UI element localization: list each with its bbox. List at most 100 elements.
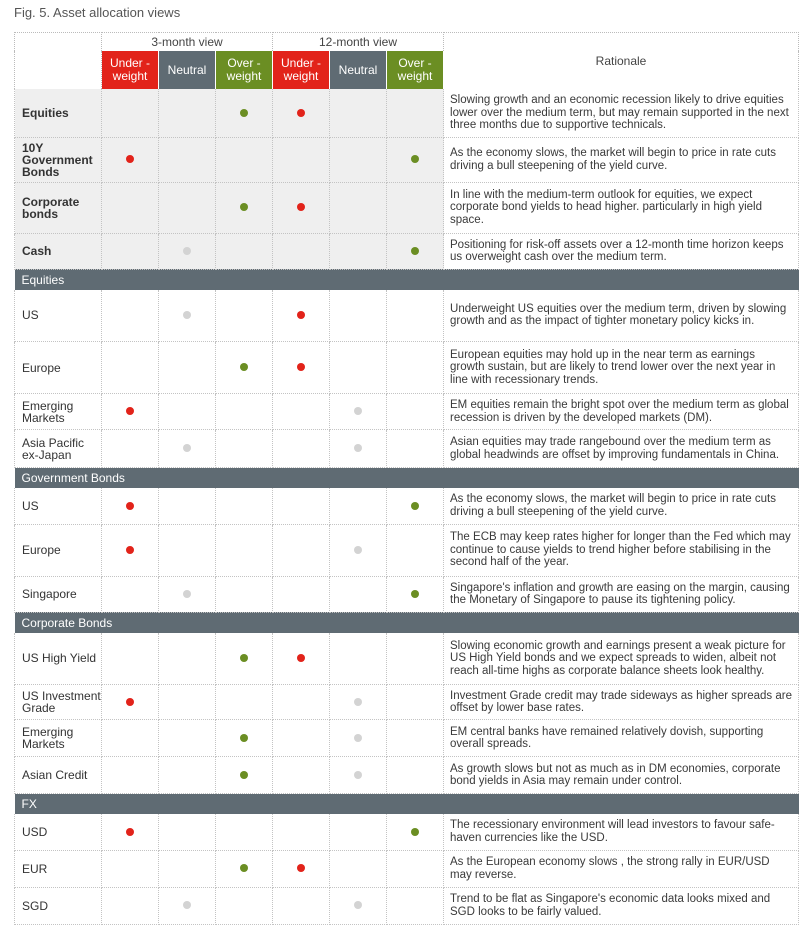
overweight-dot-icon bbox=[411, 589, 419, 598]
figure-title: Fig. 5. Asset allocation views bbox=[14, 5, 181, 20]
view-12m-over-cell bbox=[386, 393, 445, 430]
view-3m-neutral-cell bbox=[158, 632, 216, 685]
rationale-text: Underweight US equities over the medium … bbox=[443, 289, 800, 342]
view-12m-under-cell bbox=[272, 488, 330, 525]
view-3m-neutral-cell bbox=[158, 233, 216, 270]
rationale-text: European equities may hold up in the nea… bbox=[443, 341, 800, 394]
view-3m-over-cell bbox=[215, 89, 273, 138]
view-12m-under-cell bbox=[272, 182, 330, 234]
rationale-text: EM equities remain the bright spot over … bbox=[443, 393, 800, 430]
view-3m-over-cell bbox=[215, 429, 273, 468]
view-3m-under-cell bbox=[101, 341, 159, 394]
view-12m-under-cell bbox=[272, 887, 330, 925]
view-12m-under-cell bbox=[272, 137, 330, 183]
table-row: Asia Pacific ex-Japan Asian equities may … bbox=[14, 429, 800, 468]
neutral-dot-icon bbox=[183, 589, 191, 598]
view-12m-neutral-cell bbox=[329, 756, 387, 794]
view-12m-under-cell bbox=[272, 89, 330, 138]
header-12m-overweight-label: Over - weight bbox=[397, 56, 433, 83]
view-12m-neutral-cell bbox=[329, 814, 387, 851]
asset-label: Emerging Markets bbox=[14, 719, 102, 757]
overweight-dot-icon bbox=[240, 733, 248, 742]
overweight-dot-icon bbox=[411, 501, 419, 510]
asset-label: US bbox=[14, 488, 102, 525]
asset-label: SGD bbox=[14, 887, 102, 925]
rationale-text: Investment Grade credit may trade sidewa… bbox=[443, 684, 800, 720]
header-3-month-view: 3-month view bbox=[101, 32, 273, 51]
asset-label: USD bbox=[14, 814, 102, 851]
view-12m-over-cell bbox=[386, 576, 445, 613]
view-12m-under-cell bbox=[272, 393, 330, 430]
view-3m-neutral-cell bbox=[158, 429, 216, 468]
overweight-dot-icon bbox=[240, 770, 248, 779]
view-3m-over-cell bbox=[215, 393, 273, 430]
view-3m-over-cell bbox=[215, 524, 273, 577]
asset-label: Singapore bbox=[14, 576, 102, 613]
view-12m-neutral-cell bbox=[329, 632, 387, 685]
view-3m-under-cell bbox=[101, 233, 159, 270]
section-title: Government Bonds bbox=[14, 467, 799, 488]
view-12m-neutral-cell bbox=[329, 89, 387, 138]
view-12m-under-cell bbox=[272, 524, 330, 577]
rationale-text: Positioning for risk-off assets over a 1… bbox=[443, 233, 800, 270]
table-row: Equities Slowing growth and an economic r… bbox=[14, 89, 800, 138]
view-3m-under-cell bbox=[101, 719, 159, 757]
neutral-dot-icon bbox=[183, 246, 191, 255]
table-row: Emerging Markets EM central banks have re… bbox=[14, 719, 800, 757]
view-12m-neutral-cell bbox=[329, 719, 387, 757]
view-12m-over-cell bbox=[386, 632, 445, 685]
overweight-dot-icon bbox=[411, 827, 419, 836]
table-row: Europe The ECB may keep rates higher for … bbox=[14, 524, 800, 577]
view-12m-neutral-cell bbox=[329, 429, 387, 468]
view-12m-over-cell bbox=[386, 756, 445, 794]
underweight-dot-icon bbox=[297, 864, 305, 873]
underweight-dot-icon bbox=[126, 827, 134, 836]
view-12m-under-cell bbox=[272, 341, 330, 394]
view-3m-neutral-cell bbox=[158, 89, 216, 138]
header-3m-overweight-label: Over - weight bbox=[226, 56, 262, 83]
view-3m-neutral-cell bbox=[158, 488, 216, 525]
view-3m-neutral-cell bbox=[158, 684, 216, 720]
view-12m-neutral-cell bbox=[329, 182, 387, 234]
header-12m-underweight-label: Under - weight bbox=[280, 56, 321, 83]
view-3m-under-cell bbox=[101, 887, 159, 925]
section-header: Equities bbox=[14, 269, 799, 290]
view-12m-over-cell bbox=[386, 850, 445, 888]
section-title: Equities bbox=[14, 269, 799, 290]
view-3m-under-cell bbox=[101, 814, 159, 851]
overweight-dot-icon bbox=[411, 155, 419, 164]
rationale-text: As the economy slows, the market will be… bbox=[443, 137, 800, 183]
rationale-text: As the European economy slows , the stro… bbox=[443, 850, 800, 888]
view-12m-under-cell bbox=[272, 289, 330, 342]
view-12m-under-cell bbox=[272, 632, 330, 685]
view-3m-under-cell bbox=[101, 393, 159, 430]
view-12m-over-cell bbox=[386, 89, 445, 138]
asset-label: 10Y Government Bonds bbox=[14, 137, 102, 183]
view-3m-over-cell bbox=[215, 182, 273, 234]
overweight-dot-icon bbox=[240, 864, 248, 873]
underweight-dot-icon bbox=[297, 363, 305, 372]
view-3m-over-cell bbox=[215, 488, 273, 525]
rationale-text: In line with the medium-term outlook for… bbox=[443, 182, 800, 234]
view-3m-under-cell bbox=[101, 89, 159, 138]
underweight-dot-icon bbox=[297, 108, 305, 117]
rationale-text: Singapore's inflation and growth are eas… bbox=[443, 576, 800, 613]
view-3m-under-cell bbox=[101, 850, 159, 888]
header-3m-neutral: Neutral bbox=[158, 51, 216, 89]
asset-label: Europe bbox=[14, 341, 102, 394]
view-12m-over-cell bbox=[386, 488, 445, 525]
table-row: 10Y Government Bonds As the economy slows… bbox=[14, 137, 800, 183]
neutral-dot-icon bbox=[183, 444, 191, 453]
view-3m-neutral-cell bbox=[158, 887, 216, 925]
table-row: US High Yield Slowing economic growth and… bbox=[14, 632, 800, 685]
neutral-dot-icon bbox=[354, 770, 362, 779]
view-3m-over-cell bbox=[215, 684, 273, 720]
header-blank bbox=[14, 32, 102, 51]
view-3m-under-cell bbox=[101, 684, 159, 720]
header-3m-overweight: Over - weight bbox=[215, 51, 273, 89]
view-3m-under-cell bbox=[101, 488, 159, 525]
view-12m-neutral-cell bbox=[329, 137, 387, 183]
view-12m-neutral-cell bbox=[329, 289, 387, 342]
header-12m-neutral: Neutral bbox=[329, 51, 387, 89]
view-3m-neutral-cell bbox=[158, 524, 216, 577]
